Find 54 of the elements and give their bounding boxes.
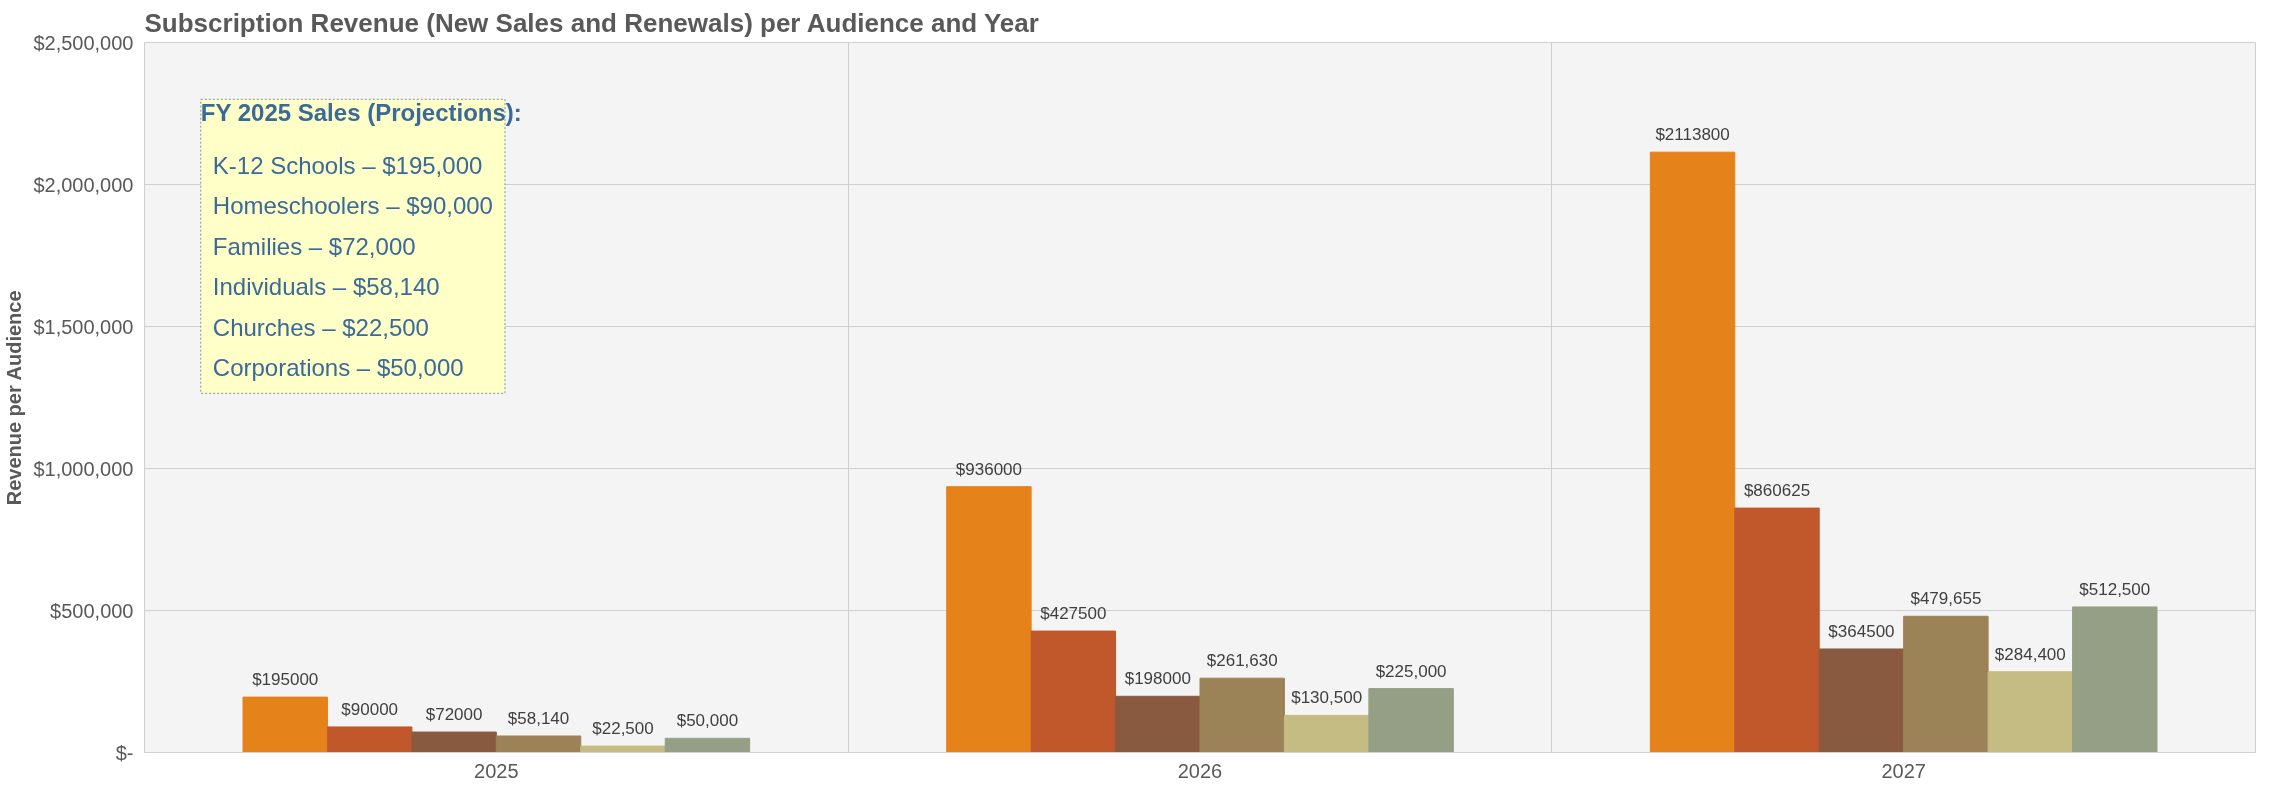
bar (1199, 677, 1285, 753)
data-label: $2113800 (1655, 125, 1730, 145)
data-label: $936000 (955, 459, 1022, 479)
x-tick-label: 2025 (474, 759, 519, 782)
bar (1818, 648, 1905, 753)
data-label: $512,500 (2079, 579, 2151, 599)
y-tick-label: $- (115, 741, 134, 764)
data-label: $284,400 (1994, 644, 2066, 664)
annotation: Families – $72,000 (212, 232, 416, 260)
annotation: Churches – $22,500 (212, 313, 429, 341)
data-label: $58,140 (507, 708, 570, 728)
bar (580, 745, 666, 753)
data-label: $72000 (425, 705, 483, 725)
annotation: FY 2025 Sales (Projections): (200, 99, 522, 127)
bar (1987, 671, 2074, 753)
y-tick-label: $2,500,000 (33, 31, 134, 54)
bar (1649, 151, 1736, 753)
data-label: $22,500 (592, 719, 654, 739)
annotation: Homeschoolers – $90,000 (212, 192, 493, 220)
data-label: $860625 (1743, 481, 1811, 501)
data-label: $225,000 (1375, 661, 1447, 681)
data-label: $195000 (252, 670, 319, 690)
bar (1368, 688, 1454, 753)
data-label: $50,000 (676, 711, 739, 731)
x-tick-label: 2026 (1177, 759, 1223, 782)
bar (1734, 507, 1820, 753)
bar (664, 737, 751, 753)
bar (495, 735, 582, 753)
bar (1903, 615, 1989, 753)
annotation: K-12 Schools – $195,000 (212, 151, 483, 179)
data-label: $90000 (341, 699, 399, 719)
bar (242, 696, 328, 753)
data-label: $427500 (1040, 604, 1107, 624)
data-label: $130,500 (1291, 688, 1363, 708)
bar (2072, 606, 2158, 753)
annotation: Corporations – $50,000 (212, 354, 464, 382)
bar (1115, 695, 1201, 753)
bar (1283, 714, 1370, 753)
data-label: $364500 (1828, 621, 1895, 641)
data-label: $198000 (1124, 669, 1191, 689)
data-label: $479,655 (1910, 589, 1982, 609)
y-tick-label: $1,000,000 (33, 457, 134, 480)
y-tick-label: $500,000 (50, 599, 134, 622)
bar (326, 726, 413, 753)
x-tick-label: 2027 (1881, 759, 1926, 782)
bar (946, 486, 1032, 753)
data-label: $261,630 (1206, 651, 1278, 671)
bar (411, 731, 497, 753)
y-tick-label: $1,500,000 (33, 315, 134, 338)
y-tick-label: $2,000,000 (33, 173, 134, 196)
bar (1030, 630, 1117, 753)
y-axis-title: Revenue per Audience (3, 290, 26, 506)
chart-title: Subscription Revenue (New Sales and Renewals) per Audience and Year (144, 7, 1039, 38)
annotation: Individuals – $58,140 (212, 273, 440, 301)
